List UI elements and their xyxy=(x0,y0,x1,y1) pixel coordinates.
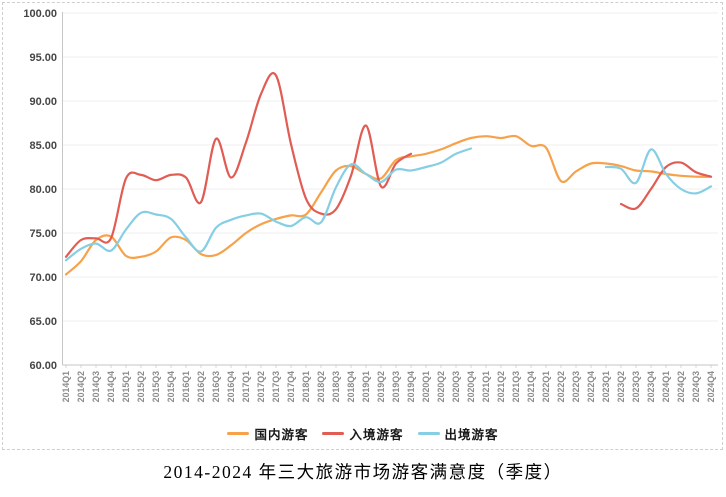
x-axis-tick-label: 2016Q2 xyxy=(196,371,206,402)
x-axis-tick-label: 2022Q4 xyxy=(586,371,596,402)
x-axis-tick-label: 2023Q4 xyxy=(646,371,656,402)
y-axis-tick-label: 85.00 xyxy=(29,140,57,152)
series-line-inbound xyxy=(64,72,413,258)
x-axis-tick-label: 2021Q4 xyxy=(526,371,536,402)
x-axis-tick-label: 2024Q4 xyxy=(706,371,716,402)
x-axis-tick-label: 2022Q1 xyxy=(541,371,551,402)
x-axis-tick-label: 2014Q4 xyxy=(106,371,116,402)
y-axis-tick-label: 95.00 xyxy=(29,52,57,64)
legend-label: 出境游客 xyxy=(444,428,499,442)
y-axis-tick-label: 65.00 xyxy=(29,316,57,328)
y-axis-tick-label: 80.00 xyxy=(29,184,57,196)
x-axis-tick-label: 2014Q2 xyxy=(76,371,86,402)
x-axis-tick-label: 2014Q1 xyxy=(61,371,71,402)
legend-line-swatch xyxy=(322,432,345,435)
x-axis-tick-label: 2019Q3 xyxy=(391,371,401,402)
x-axis-tick-label: 2016Q3 xyxy=(211,371,221,402)
x-axis-tick-label: 2019Q1 xyxy=(361,371,371,402)
legend-line-swatch xyxy=(417,432,440,435)
y-axis-tick-label: 90.00 xyxy=(29,96,57,108)
x-axis-tick-label: 2015Q2 xyxy=(136,371,146,402)
satisfaction-line-chart: 100.00 95.00 90.00 85.00 80.00 75.00 70.00 65.0… xyxy=(23,8,718,402)
x-axis-tick-label: 2018Q2 xyxy=(316,371,326,402)
x-axis-tick-label: 2023Q2 xyxy=(616,371,626,402)
y-axis-tick-label: 70.00 xyxy=(29,272,57,284)
x-axis-tick-label: 2023Q1 xyxy=(601,371,611,402)
x-axis-tick-label: 2015Q3 xyxy=(151,371,161,402)
chart-title: 2014-2024 年三大旅游市场游客满意度（季度） xyxy=(163,462,563,482)
x-axis-tick-label: 2016Q4 xyxy=(226,371,236,402)
x-axis-tick-label: 2018Q3 xyxy=(331,371,341,402)
x-axis-tick-label: 2022Q2 xyxy=(556,371,566,402)
x-axis-tick-label: 2019Q2 xyxy=(376,371,386,402)
x-axis-tick-label: 2024Q1 xyxy=(661,371,671,402)
legend-item-inbound: 入境游客 xyxy=(322,424,403,443)
x-axis-tick-label: 2017Q2 xyxy=(256,371,266,402)
x-axis-tick-label: 2021Q1 xyxy=(481,371,491,402)
chart-legend: 国内游客 入境游客 出境游客 xyxy=(0,424,726,443)
series-line-domestic xyxy=(64,134,713,276)
legend-item-domestic: 国内游客 xyxy=(227,424,308,443)
legend-label: 国内游客 xyxy=(254,428,309,442)
x-axis-tick-label: 2024Q2 xyxy=(676,371,686,402)
x-axis-tick-label: 2020Q4 xyxy=(466,371,476,402)
series-line-outbound xyxy=(604,148,713,195)
x-axis-tick-label: 2020Q2 xyxy=(436,371,446,402)
x-axis-tick-label: 2018Q1 xyxy=(301,371,311,402)
x-axis-tick-label: 2018Q4 xyxy=(346,371,356,402)
x-axis-tick-label: 2017Q1 xyxy=(241,371,251,402)
x-axis-tick-label: 2023Q3 xyxy=(631,371,641,402)
y-axis-tick-label: 100.00 xyxy=(23,8,57,20)
x-axis-tick-label: 2017Q4 xyxy=(286,371,296,402)
x-axis-tick-label: 2022Q3 xyxy=(571,371,581,402)
series-line-outbound xyxy=(64,147,473,262)
series-line-inbound xyxy=(619,161,713,211)
x-axis-tick-label: 2019Q4 xyxy=(406,371,416,402)
y-axis-tick-label: 75.00 xyxy=(29,228,57,240)
legend-label: 入境游客 xyxy=(349,428,404,442)
x-axis-tick-label: 2015Q4 xyxy=(166,371,176,402)
x-axis-tick-label: 2021Q3 xyxy=(511,371,521,402)
x-axis-tick-label: 2016Q1 xyxy=(181,371,191,402)
chart-frame xyxy=(2,2,723,450)
y-axis-tick-label: 60.00 xyxy=(29,360,57,372)
x-axis-tick-label: 2014Q3 xyxy=(91,371,101,402)
x-axis-tick-label: 2024Q3 xyxy=(691,371,701,402)
x-axis-tick-label: 2020Q3 xyxy=(451,371,461,402)
x-axis-tick-label: 2020Q1 xyxy=(421,371,431,402)
legend-item-outbound: 出境游客 xyxy=(417,424,499,443)
legend-line-swatch xyxy=(227,432,250,435)
x-axis-tick-label: 2017Q3 xyxy=(271,371,281,402)
x-axis-tick-label: 2015Q1 xyxy=(121,371,131,402)
x-axis-tick-label: 2021Q2 xyxy=(496,371,506,402)
